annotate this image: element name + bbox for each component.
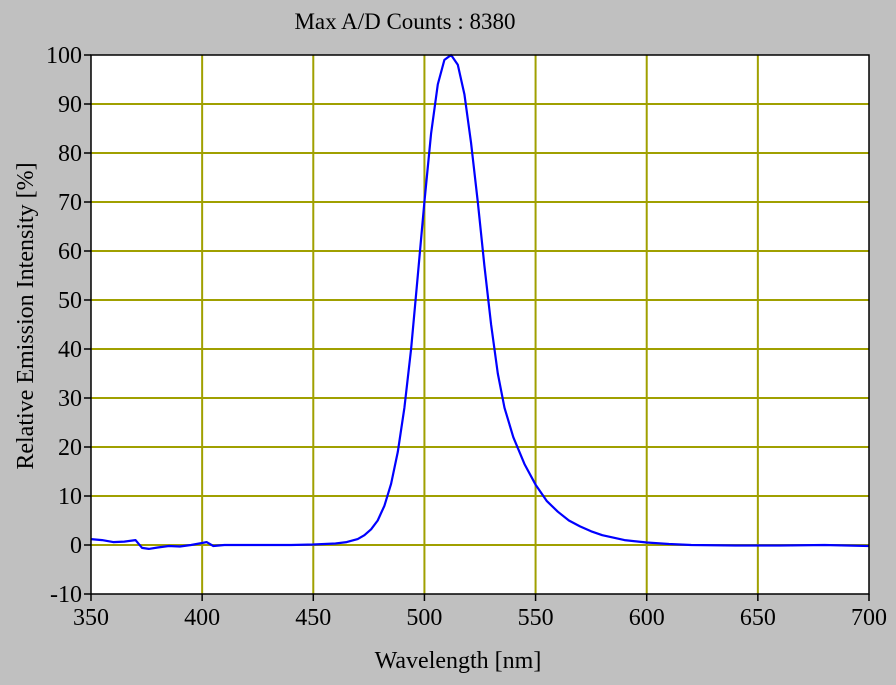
axis-ticks: 350 400 450 500 550 600 650 700 -10 0 10 20 30 40 50 60… [46, 43, 887, 631]
series-layer [90, 53, 870, 551]
y-tick-label: 50 [58, 288, 82, 314]
x-tick-label: 700 [851, 605, 887, 631]
x-tick-label: 600 [629, 605, 665, 631]
y-tick-label: 10 [58, 484, 82, 510]
y-tick-label: 0 [70, 533, 82, 559]
y-tick-label: 30 [58, 386, 82, 412]
y-axis-label: Relative Emission Intensity [%] [13, 162, 39, 469]
grid-lines [91, 55, 869, 594]
x-tick-label: 450 [295, 605, 331, 631]
x-tick-label: 500 [406, 605, 442, 631]
y-tick-label: -10 [50, 582, 82, 608]
x-axis-label: Wavelength [nm] [375, 648, 542, 674]
y-tick-label: 20 [58, 435, 82, 461]
y-tick-label: 90 [58, 92, 82, 118]
y-tick-label: 100 [46, 43, 82, 69]
y-tick-label: 40 [58, 337, 82, 363]
x-tick-label: 650 [740, 605, 776, 631]
plot-area [91, 55, 869, 594]
x-tick-label: 550 [518, 605, 554, 631]
y-tick-label: 70 [58, 190, 82, 216]
y-tick-label: 80 [58, 141, 82, 167]
y-tick-label: 60 [58, 239, 82, 265]
chart-title: Max A/D Counts : 8380 [294, 9, 515, 34]
x-tick-label: 400 [184, 605, 220, 631]
x-tick-label: 350 [73, 605, 109, 631]
plot-frame [90, 54, 870, 595]
emission-spectrum-line [90, 53, 870, 551]
